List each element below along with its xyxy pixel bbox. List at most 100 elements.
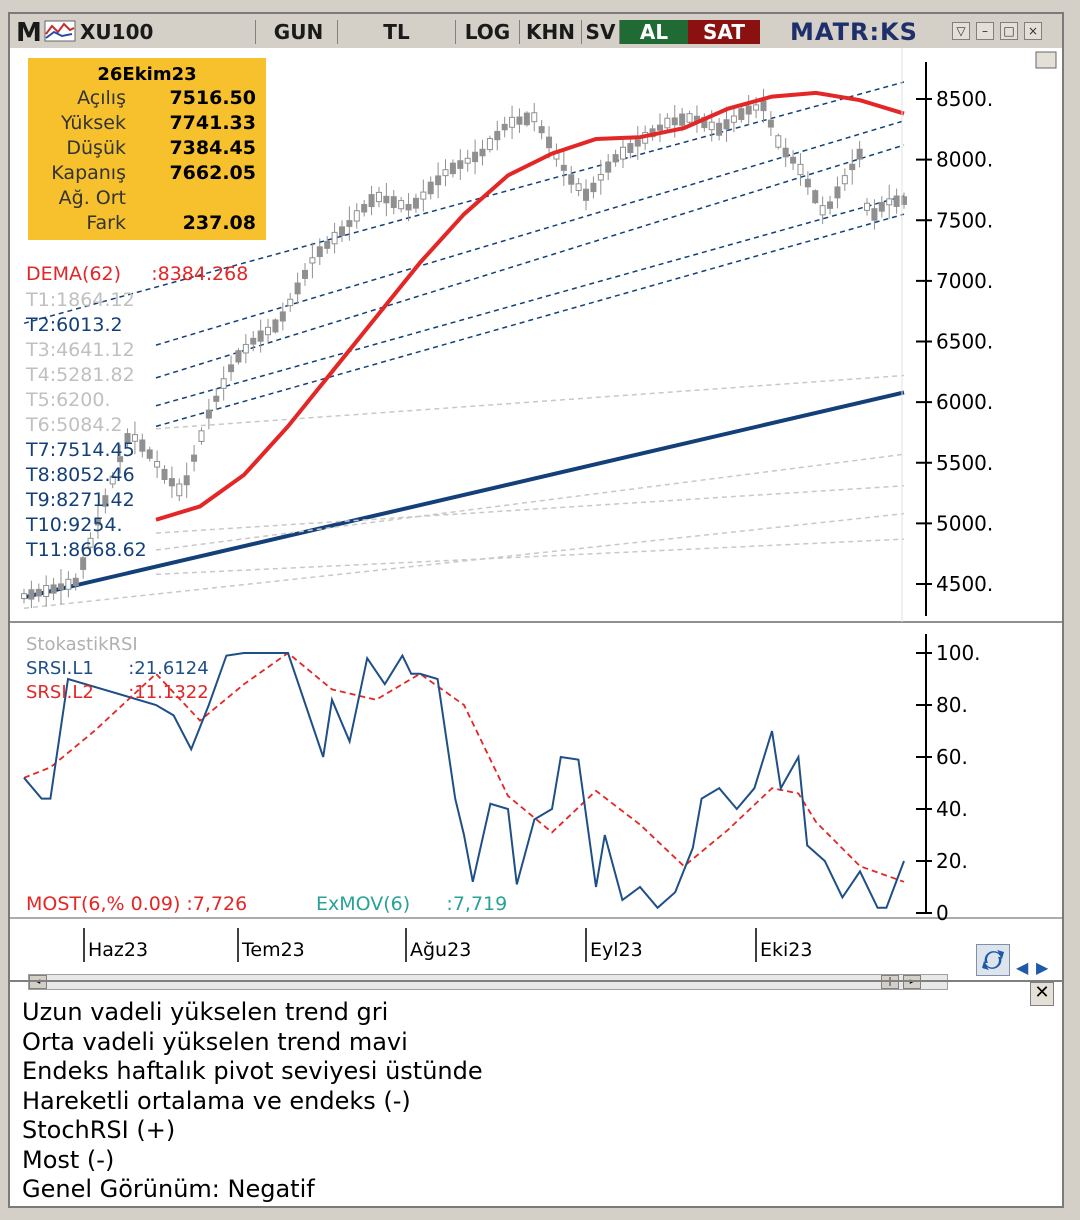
candle-body [220,378,227,389]
candle-body [827,201,834,209]
candle-body [21,593,27,600]
candle-body [738,108,745,120]
panel-toggle-icon[interactable] [1035,51,1057,69]
trendline-T8 [155,120,905,346]
buy-button[interactable]: AL [620,20,688,44]
candle-body [57,583,64,590]
comment-close-icon[interactable]: ✕ [1030,982,1054,1006]
candle-body [361,203,368,213]
chart-area[interactable]: 8500. 8000. 7500. 7000. 6500. 6000. 5500. 5000.… [10,48,1062,998]
trendline-T6 [155,538,905,576]
candle-body [590,182,597,193]
info-value-open: 7516.50 [169,87,256,109]
candle-body [198,430,205,442]
candle-body [516,116,523,125]
candle-body [427,181,434,195]
candle-body [523,112,530,126]
legend-trend: T2:6013.2 [25,314,123,336]
brand-label: MATR:KS [790,18,918,46]
scroll-left-icon[interactable]: ◂ [29,975,47,989]
candle-body [457,160,464,169]
candle-body [124,433,131,444]
comment-line: StochRSI (+) [22,1116,176,1144]
candle-body [797,163,804,176]
price-tick-label: 5000. [936,511,993,535]
comment-line: Orta vadeli yükselen trend mavi [22,1027,408,1056]
symbol-field[interactable]: XU100 [80,20,256,44]
log-button[interactable]: LOG [456,20,520,44]
price-tick-label: 8500. [936,87,993,111]
candle-body [50,584,57,594]
candle-body [183,475,190,486]
sell-button[interactable]: SAT [688,20,760,44]
scroll-right-icon[interactable]: ▸ [903,975,921,989]
time-tick-label: Eyl23 [590,939,643,961]
time-axis: Haz23 Tem23 Ağu23 Eyl23 Eki23 [83,928,812,962]
srsi-tick-label: 80. [936,693,968,717]
srsi-group [23,651,905,910]
maximize-icon[interactable]: □ [1000,22,1018,40]
currency-button[interactable]: TL [338,20,456,44]
candle-body [102,495,109,507]
candle-body [627,143,634,154]
candle-body [619,146,626,160]
legend-srsi-l2: SRSI.L2 :11.1322 [26,682,209,703]
candle-body [575,183,582,191]
candle-body [871,208,878,221]
candle-body [464,157,471,164]
candle-body [294,282,301,295]
candle-body [191,454,198,462]
candle-body [730,115,737,123]
trendline-T10 [155,195,905,407]
dropdown-icon[interactable]: ▽ [952,22,970,40]
candle-body [257,330,264,342]
period-button[interactable]: GUN [260,20,338,44]
candle-body [302,269,309,279]
candle-body [568,174,575,185]
comment-divider [10,980,1062,982]
sv-button[interactable]: SV [582,20,620,44]
srsi-tick-label: 20. [936,849,968,873]
candle-body [265,326,272,336]
candle-body [819,205,826,216]
candle-body [72,577,79,586]
close-icon[interactable]: × [1024,22,1042,40]
nav-next-icon[interactable]: ▶ [1036,958,1049,977]
trendline-T4 [155,485,905,534]
info-box: 26Ekim23 Açılış 7516.50 Yüksek 7741.33 D… [28,58,266,240]
time-tick-label: Ağu23 [410,939,471,961]
candle-body [656,124,663,131]
khn-button[interactable]: KHN [520,20,582,44]
candle-body [494,130,501,141]
candle-body [375,191,382,203]
candle-body [383,195,390,204]
candle-body [398,200,405,210]
legend-most: MOST(6,% 0.09) :7,726 [26,893,247,915]
candle-body [154,460,161,468]
scroll-thumb[interactable]: | [881,975,899,989]
refresh-icon[interactable] [976,944,1010,976]
chart-type-icon[interactable] [44,20,76,42]
price-tick-label: 6500. [936,330,993,354]
time-tick-label: Eki23 [760,939,812,961]
price-tick-label: 5500. [936,451,993,475]
price-tick-label: 7500. [936,208,993,232]
candle-body [849,163,856,171]
candle-body [420,191,427,200]
candle-body [272,319,279,333]
candle-body [80,557,87,570]
legend-exmov: ExMOV(6) :7,719 [316,893,507,915]
horizontal-scrollbar[interactable]: ◂ | ▸ [28,974,948,990]
legend-trend: T9:8271.42 [25,489,135,511]
minimize-icon[interactable]: – [976,22,994,40]
candle-body [686,113,693,123]
candle-body [87,537,94,548]
comment-line: Endeks haftalık pivot seviyesi üstünde [22,1057,483,1085]
candle-body [279,311,286,322]
info-value-low: 7384.45 [169,137,256,159]
dema-group [155,90,905,522]
matriks-logo[interactable]: M [16,18,42,48]
nav-prev-icon[interactable]: ◀ [1016,958,1029,977]
legend-trend: T10:9254. [25,514,123,536]
candle-body [228,364,235,373]
